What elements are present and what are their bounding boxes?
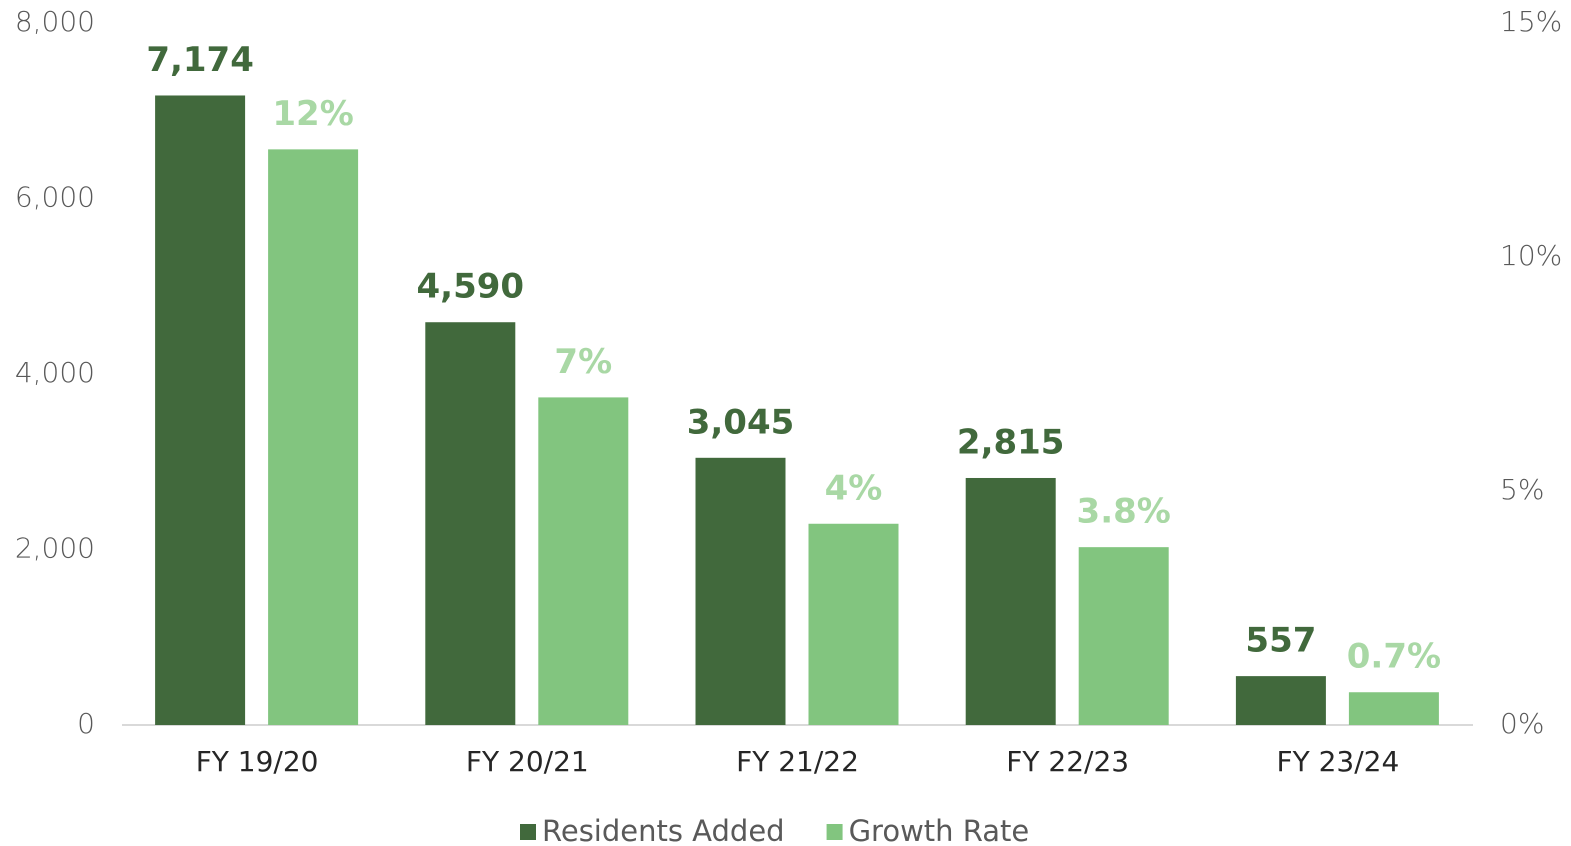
legend-swatch [520,824,536,840]
bar [1078,547,1169,725]
y2-tick-label: 0% [1500,707,1544,740]
data-label: 7% [554,342,612,382]
y-tick-label: 4,000 [15,356,95,389]
bar [538,397,629,725]
data-label: 12% [272,94,353,134]
bar [1235,676,1326,725]
x-tick-label: FY 20/21 [466,745,589,778]
y2-tick-label: 10% [1500,239,1562,272]
bar [695,457,786,725]
bar [965,477,1056,725]
data-label: 3,045 [687,402,795,442]
y2-tick-label: 15% [1500,5,1562,38]
data-label: 3.8% [1077,492,1171,532]
bar [268,149,359,726]
bar [425,322,516,725]
y-tick-label: 0 [77,707,95,740]
data-label: 0.7% [1347,637,1441,677]
legend-swatch [826,824,843,840]
y-tick-label: 8,000 [15,5,95,38]
data-label: 4% [825,468,883,508]
data-label: 7,174 [146,40,254,80]
bar [155,95,246,725]
x-tick-label: FY 22/23 [1006,745,1129,778]
data-label: 2,815 [957,422,1065,462]
legend-label: Residents Added [542,814,785,846]
data-label: 4,590 [417,267,525,307]
data-label: 557 [1245,621,1316,661]
y-tick-label: 6,000 [15,181,95,214]
x-tick-label: FY 19/20 [196,745,319,778]
y-tick-label: 2,000 [15,532,95,565]
x-tick-label: FY 21/22 [736,745,859,778]
legend-label: Growth Rate [849,814,1030,846]
y2-tick-label: 5% [1500,473,1544,506]
bar [1348,692,1439,725]
x-tick-label: FY 23/24 [1276,745,1399,778]
bar [808,523,899,725]
